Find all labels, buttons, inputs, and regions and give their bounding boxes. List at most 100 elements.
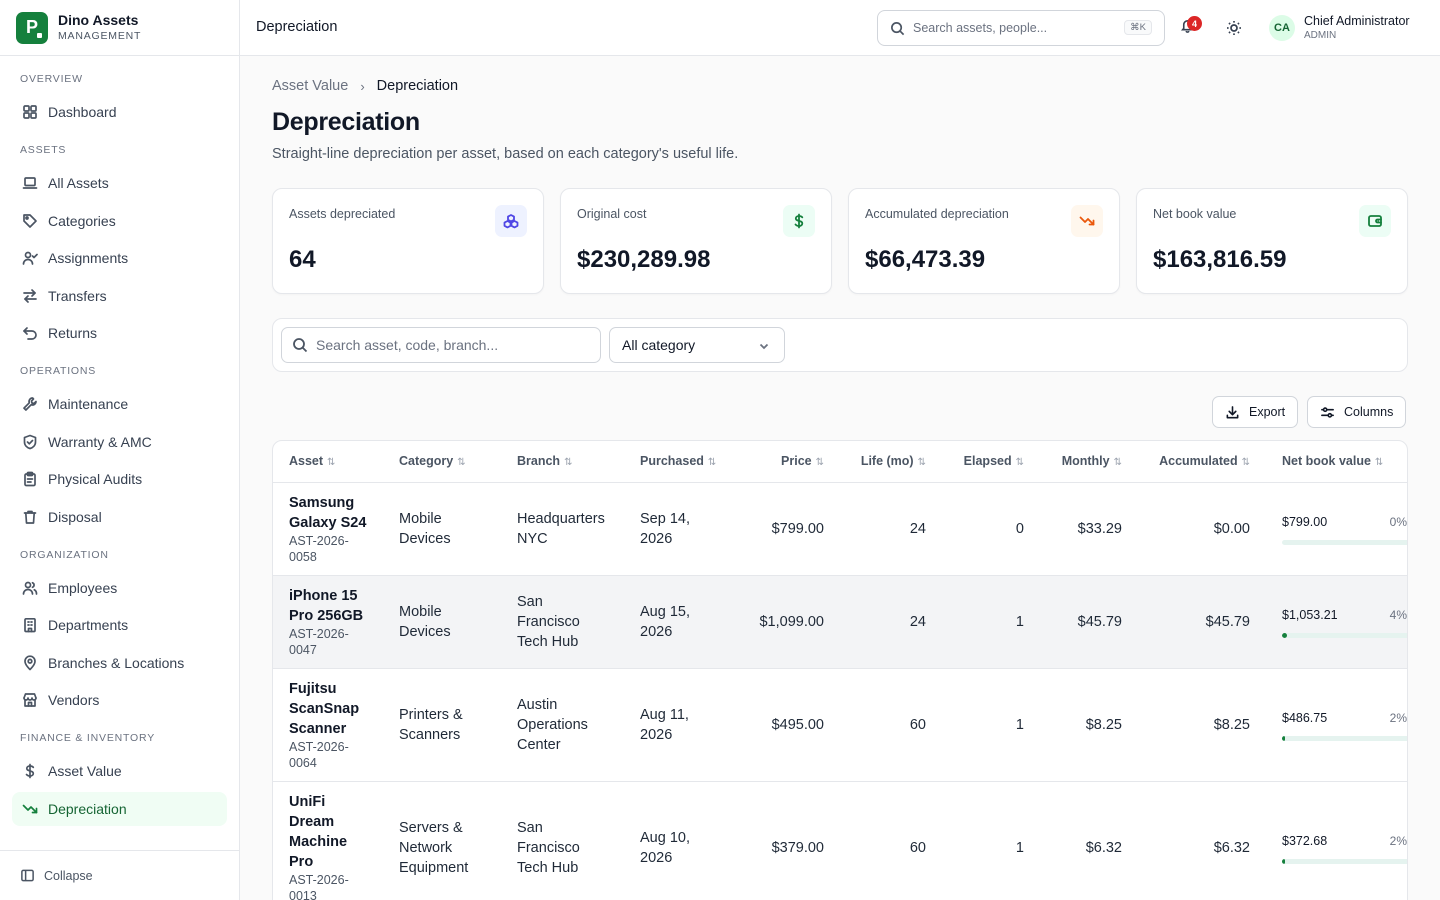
sidebar-item-dashboard[interactable]: Dashboard xyxy=(12,95,227,129)
category-select[interactable]: All category xyxy=(609,327,785,363)
store-icon xyxy=(23,693,37,707)
cell-elapsed: 1 xyxy=(942,575,1040,669)
sidebar-item-label: Maintenance xyxy=(48,396,129,412)
column-header-asset[interactable]: Asset ⇅ xyxy=(273,441,383,483)
columns-button[interactable]: Columns xyxy=(1307,396,1407,428)
table-row[interactable]: Samsung Galaxy S24 AST-2026-0058 Mobile … xyxy=(273,482,1407,576)
clipboard-icon xyxy=(24,471,36,487)
export-button[interactable]: Export xyxy=(1212,396,1299,428)
sidebar-item-maintenance[interactable]: Maintenance xyxy=(12,387,227,421)
sort-icon: ⇅ xyxy=(917,457,926,469)
dollar-icon xyxy=(25,763,35,779)
sidebar-item-label: Assignments xyxy=(48,250,129,266)
sidebar-item-label: Departments xyxy=(48,617,129,633)
asset-name-link[interactable]: Fujitsu ScanSnap Scanner xyxy=(289,680,360,737)
stat-label: Assets depreciated xyxy=(289,207,396,221)
cell-category: Mobile Devices xyxy=(383,575,501,669)
stat-card-original-cost: Original cost $230,289.98 xyxy=(560,188,832,294)
sidebar-item-returns[interactable]: Returns xyxy=(12,316,227,350)
column-header-branch[interactable]: Branch ⇅ xyxy=(501,441,624,483)
asset-code: AST-2026-0013 xyxy=(289,872,349,900)
depreciation-progress-fill xyxy=(1282,859,1285,864)
depreciation-percent: 4% xyxy=(1389,608,1407,622)
sidebar-item-assignments[interactable]: Assignments xyxy=(12,241,227,275)
asset-name-link[interactable]: UniFi Dream Machine Pro xyxy=(289,793,348,870)
asset-code: AST-2026-0064 xyxy=(289,739,349,770)
laptop-icon xyxy=(22,177,38,189)
nav-section-finance-inventory: FINANCE & INVENTORY xyxy=(20,732,156,744)
sun-icon xyxy=(1227,21,1241,35)
column-header-life-mo[interactable]: Life (mo) ⇅ xyxy=(840,441,942,483)
avatar[interactable]: CA xyxy=(1269,15,1295,41)
sidebar-item-all-assets[interactable]: All Assets xyxy=(12,166,227,200)
cell-net-book-value: $1,053.21 4% xyxy=(1266,575,1407,669)
asset-code: AST-2026-0047 xyxy=(289,626,349,657)
cell-category: Servers & Network Equipment xyxy=(383,781,501,900)
table-row[interactable]: UniFi Dream Machine Pro AST-2026-0013 Se… xyxy=(273,781,1407,900)
global-search-input[interactable]: Search assets, people... ⌘K xyxy=(877,10,1165,46)
user-role: ADMIN xyxy=(1304,30,1337,41)
asset-name-link[interactable]: Samsung Galaxy S24 xyxy=(289,494,367,531)
cell-purchased: Aug 11, 2026 xyxy=(624,668,734,782)
page-title: Depreciation xyxy=(272,108,420,136)
sidebar-collapse-icon xyxy=(21,869,34,882)
table-search-input[interactable]: Search asset, code, branch... xyxy=(281,327,601,363)
cell-price: $1,099.00 xyxy=(734,575,840,669)
nbv-amount: $486.75 xyxy=(1282,711,1328,725)
column-header-accumulated[interactable]: Accumulated ⇅ xyxy=(1138,441,1266,483)
sidebar-item-categories[interactable]: Categories xyxy=(12,204,227,238)
sidebar-item-label: Transfers xyxy=(48,287,107,304)
tag-icon xyxy=(23,213,37,228)
sidebar-item-vendors[interactable]: Vendors xyxy=(12,683,227,717)
sidebar-item-label: Dashboard xyxy=(48,104,117,120)
sidebar-item-branches-locations[interactable]: Branches & Locations xyxy=(12,646,227,680)
column-header-elapsed[interactable]: Elapsed ⇅ xyxy=(942,441,1040,483)
sidebar-item-asset-value[interactable]: Asset Value xyxy=(12,754,227,788)
sidebar-item-warranty-amc[interactable]: Warranty & AMC xyxy=(12,425,227,459)
sidebar-item-label: Categories xyxy=(48,212,116,229)
column-header-purchased[interactable]: Purchased ⇅ xyxy=(624,441,734,483)
table-search-placeholder: Search asset, code, branch... xyxy=(316,337,499,353)
cell-net-book-value: $372.68 2% xyxy=(1266,781,1407,900)
sidebar-item-disposal[interactable]: Disposal xyxy=(12,500,227,534)
cell-category: Printers & Scanners xyxy=(383,668,501,782)
trending-down-icon xyxy=(22,804,38,813)
map-pin-icon xyxy=(24,654,36,670)
cell-accumulated: $45.79 xyxy=(1138,575,1266,669)
users-icon xyxy=(22,581,38,595)
global-search-placeholder: Search assets, people... xyxy=(913,21,1048,35)
arrows-icon xyxy=(23,288,37,303)
trash-icon xyxy=(23,510,37,524)
collapse-button[interactable]: Collapse xyxy=(0,850,239,900)
sort-icon: ⇅ xyxy=(457,457,466,469)
sidebar-item-departments[interactable]: Departments xyxy=(12,608,227,642)
user-menu[interactable]: Chief Administrator ADMIN xyxy=(1304,14,1410,42)
sort-icon: ⇅ xyxy=(564,457,573,469)
column-header-category[interactable]: Category ⇅ xyxy=(383,441,501,483)
sidebar-item-employees[interactable]: Employees xyxy=(12,571,227,605)
nbv-amount: $799.00 xyxy=(1282,515,1328,529)
notification-count-badge: 4 xyxy=(1187,16,1202,31)
stat-icon-wrapper xyxy=(495,205,527,237)
column-header-monthly[interactable]: Monthly ⇅ xyxy=(1040,441,1138,483)
cell-accumulated: $0.00 xyxy=(1138,482,1266,576)
column-header-price[interactable]: Price ⇅ xyxy=(734,441,840,483)
table-row[interactable]: Fujitsu ScanSnap Scanner AST-2026-0064 P… xyxy=(273,668,1407,782)
depreciation-percent: 2% xyxy=(1389,834,1407,848)
sidebar-item-physical-audits[interactable]: Physical Audits xyxy=(12,462,227,496)
asset-name-link[interactable]: iPhone 15 Pro 256GB xyxy=(289,587,364,624)
breadcrumb-parent-link[interactable]: Asset Value xyxy=(272,78,349,94)
nav-section-assets: ASSETS xyxy=(20,144,67,156)
brand[interactable]: P Dino Assets MANAGEMENT xyxy=(0,0,239,56)
table-row[interactable]: iPhone 15 Pro 256GB AST-2026-0047 Mobile… xyxy=(273,575,1407,669)
theme-toggle-button[interactable] xyxy=(1226,20,1242,41)
depreciation-progress-bar xyxy=(1282,736,1407,741)
nbv-amount: $1,053.21 xyxy=(1282,608,1338,622)
sidebar-item-depreciation[interactable]: Depreciation xyxy=(12,791,227,826)
cell-monthly: $6.32 xyxy=(1040,781,1138,900)
shield-icon xyxy=(23,434,37,449)
cell-purchased: Sep 14, 2026 xyxy=(624,482,734,576)
cell-asset: Samsung Galaxy S24 AST-2026-0058 xyxy=(273,482,383,576)
column-header-net-book-value[interactable]: Net book value ⇅ xyxy=(1266,441,1407,483)
sidebar-item-transfers[interactable]: Transfers xyxy=(12,279,227,313)
